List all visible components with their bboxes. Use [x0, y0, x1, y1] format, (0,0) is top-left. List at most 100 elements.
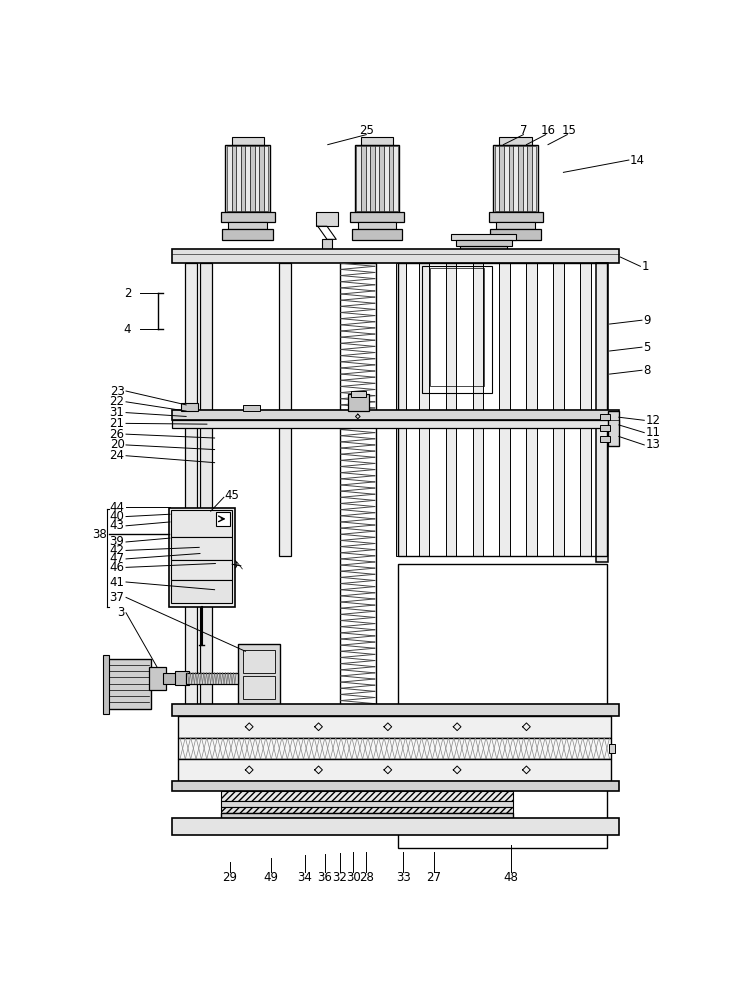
Text: 9: 9: [643, 314, 651, 327]
Text: 33: 33: [396, 871, 411, 884]
Bar: [243, 405, 260, 411]
Text: 14: 14: [630, 154, 645, 167]
Text: 2: 2: [124, 287, 131, 300]
Text: 5: 5: [643, 341, 651, 354]
Bar: [460, 246, 507, 252]
Bar: [509, 146, 513, 211]
Bar: [236, 146, 241, 211]
Text: 28: 28: [359, 871, 374, 884]
Bar: [103, 655, 109, 714]
Text: 49: 49: [263, 871, 279, 884]
Text: 31: 31: [110, 406, 125, 419]
Bar: [375, 146, 379, 211]
Text: 37: 37: [110, 591, 125, 604]
Bar: [179, 738, 611, 759]
Text: 39: 39: [110, 535, 125, 548]
Bar: [221, 801, 513, 807]
Text: 13: 13: [646, 438, 660, 451]
Bar: [221, 212, 275, 222]
Text: 15: 15: [562, 124, 577, 137]
Bar: [227, 146, 232, 211]
Bar: [255, 146, 259, 211]
Bar: [238, 644, 280, 705]
Bar: [173, 704, 619, 716]
Bar: [361, 146, 365, 211]
Bar: [107, 659, 152, 709]
Bar: [495, 146, 500, 211]
Bar: [173, 818, 619, 835]
Bar: [527, 146, 532, 211]
Bar: [518, 146, 523, 211]
Text: 23: 23: [110, 385, 125, 398]
Text: 40: 40: [110, 510, 125, 523]
Bar: [500, 263, 510, 556]
Text: 27: 27: [427, 871, 441, 884]
Text: 1: 1: [642, 260, 649, 273]
Bar: [370, 146, 375, 211]
Bar: [388, 146, 393, 211]
Text: 20: 20: [110, 438, 125, 451]
Bar: [229, 222, 267, 229]
Bar: [163, 673, 179, 684]
Bar: [172, 560, 232, 580]
Bar: [489, 212, 542, 222]
Bar: [186, 673, 238, 684]
Bar: [173, 410, 619, 420]
Bar: [173, 249, 619, 263]
Text: 36: 36: [317, 871, 332, 884]
Bar: [513, 146, 518, 211]
Bar: [456, 240, 512, 246]
Text: 46: 46: [110, 561, 125, 574]
Text: 7: 7: [520, 124, 527, 137]
Bar: [176, 671, 189, 685]
Bar: [430, 268, 484, 386]
Text: 16: 16: [541, 124, 556, 137]
Bar: [221, 813, 513, 818]
Bar: [523, 146, 527, 211]
Bar: [423, 266, 492, 393]
Bar: [182, 403, 199, 411]
Text: 12: 12: [646, 414, 661, 427]
Bar: [356, 146, 361, 211]
Bar: [601, 436, 610, 442]
Bar: [232, 146, 236, 211]
Text: 22: 22: [110, 395, 125, 408]
Text: 24: 24: [110, 449, 125, 462]
Text: 32: 32: [332, 871, 347, 884]
Bar: [172, 510, 232, 537]
Bar: [348, 394, 369, 411]
Text: 48: 48: [503, 871, 518, 884]
Bar: [243, 650, 275, 673]
Bar: [497, 222, 535, 229]
Bar: [384, 146, 388, 211]
Bar: [446, 263, 456, 556]
Bar: [243, 676, 275, 699]
Bar: [241, 146, 246, 211]
Bar: [500, 146, 504, 211]
Text: 47: 47: [110, 552, 125, 565]
Bar: [316, 212, 338, 226]
Bar: [172, 580, 232, 603]
Bar: [580, 263, 591, 556]
Text: 34: 34: [297, 871, 312, 884]
Bar: [532, 146, 536, 211]
Bar: [350, 212, 404, 222]
Bar: [365, 146, 370, 211]
Bar: [323, 239, 332, 249]
Bar: [246, 146, 250, 211]
Text: 8: 8: [643, 364, 651, 377]
Bar: [250, 146, 255, 211]
Bar: [279, 263, 291, 556]
Bar: [398, 263, 607, 556]
Bar: [398, 564, 607, 848]
Text: 29: 29: [223, 871, 238, 884]
Text: 11: 11: [646, 426, 661, 439]
Bar: [200, 263, 212, 708]
Bar: [358, 222, 397, 229]
Bar: [609, 744, 615, 753]
Text: 44: 44: [110, 501, 125, 514]
Bar: [226, 145, 270, 212]
Bar: [361, 137, 393, 145]
Text: 26: 26: [110, 428, 125, 441]
Bar: [149, 667, 166, 690]
